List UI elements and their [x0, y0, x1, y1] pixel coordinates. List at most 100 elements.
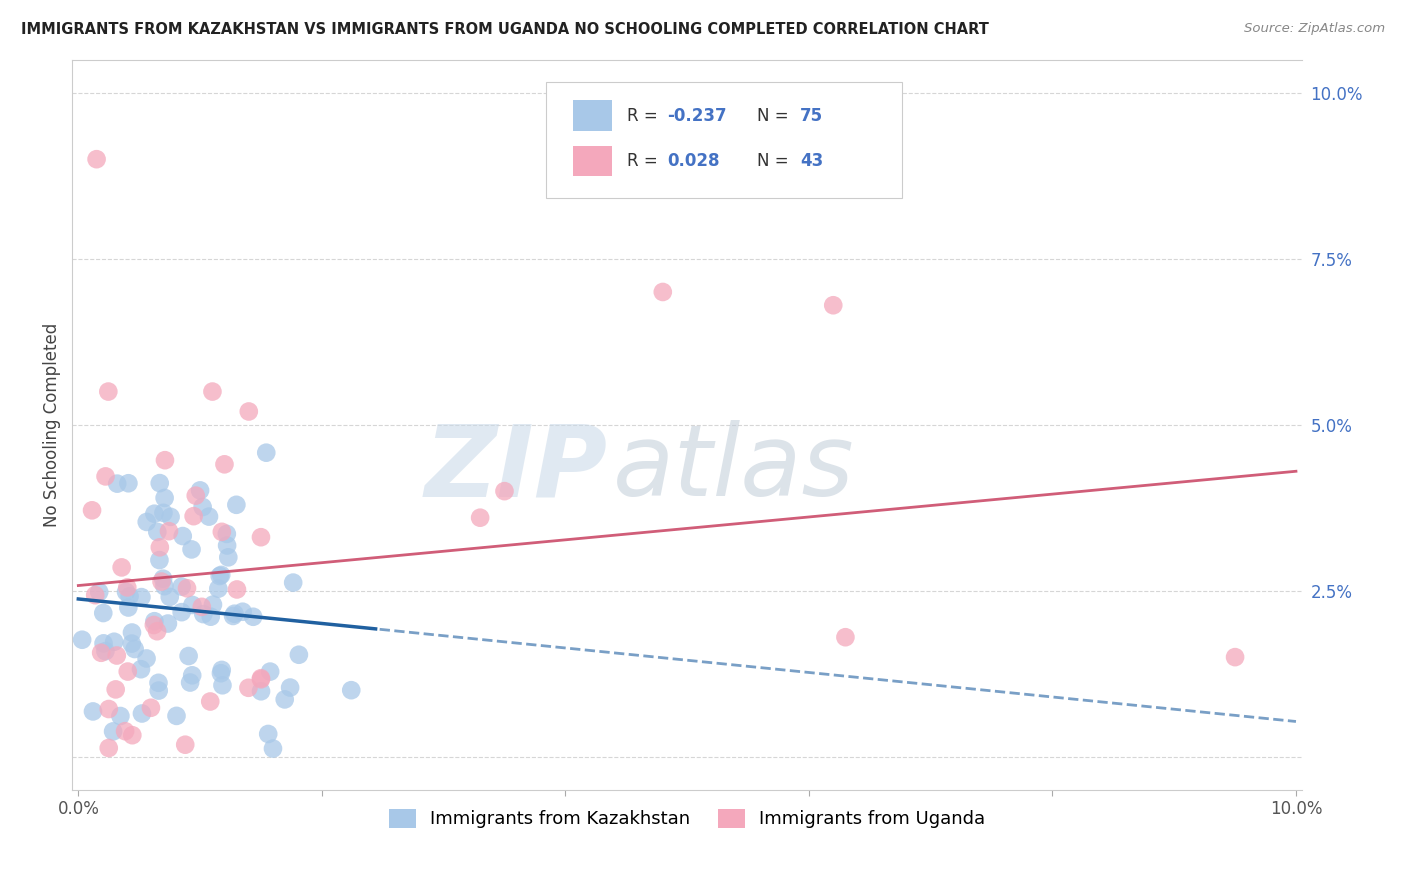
Point	[159, 509, 181, 524]
Point	[105, 648, 128, 663]
Point	[340, 683, 363, 698]
Point	[143, 614, 166, 628]
Point	[105, 476, 128, 491]
Point	[89, 585, 111, 599]
Point	[90, 646, 112, 660]
Point	[146, 624, 169, 639]
Point	[146, 524, 169, 539]
Point	[209, 666, 232, 681]
Point	[242, 609, 264, 624]
Point	[183, 509, 205, 524]
Point	[70, 632, 93, 647]
Y-axis label: No Schooling Completed: No Schooling Completed	[44, 323, 60, 527]
Point	[166, 709, 188, 723]
Point	[177, 648, 200, 663]
Point	[834, 630, 856, 644]
Point	[82, 705, 104, 719]
Point	[468, 510, 491, 524]
Point	[135, 515, 157, 529]
Point	[94, 469, 117, 483]
Point	[117, 600, 139, 615]
Point	[124, 642, 146, 657]
Point	[198, 509, 221, 524]
Point	[103, 634, 125, 648]
Point	[262, 741, 284, 756]
FancyBboxPatch shape	[572, 101, 612, 131]
Point	[131, 706, 153, 721]
Point	[114, 724, 136, 739]
Point	[211, 678, 233, 692]
Point	[211, 663, 233, 677]
Point	[209, 568, 232, 582]
Point	[149, 541, 172, 555]
Point	[97, 384, 120, 399]
Text: 43: 43	[800, 153, 824, 170]
Point	[149, 476, 172, 491]
Point	[200, 694, 222, 708]
Text: 0.028: 0.028	[668, 153, 720, 170]
Point	[181, 668, 204, 682]
Point	[97, 702, 120, 716]
Point	[156, 616, 179, 631]
Text: N =: N =	[758, 153, 794, 170]
Point	[94, 644, 117, 658]
Point	[288, 648, 311, 662]
Text: -0.237: -0.237	[668, 107, 727, 125]
Point	[214, 458, 236, 472]
Point	[283, 575, 305, 590]
Point	[117, 476, 139, 491]
Point	[153, 453, 176, 467]
Point	[172, 529, 194, 543]
Point	[97, 741, 120, 756]
Text: ZIP: ZIP	[425, 420, 607, 517]
Point	[84, 588, 107, 602]
FancyBboxPatch shape	[546, 81, 903, 198]
Point	[211, 524, 233, 539]
Point	[215, 527, 238, 541]
Point	[278, 681, 301, 695]
Point	[153, 491, 176, 505]
Point	[131, 590, 153, 604]
Point	[143, 507, 166, 521]
Point	[135, 651, 157, 665]
Point	[191, 500, 214, 514]
Text: atlas: atlas	[613, 420, 855, 517]
Point	[142, 618, 165, 632]
Point	[224, 607, 246, 621]
Text: IMMIGRANTS FROM KAZAKHSTAN VS IMMIGRANTS FROM UGANDA NO SCHOOLING COMPLETED CORR: IMMIGRANTS FROM KAZAKHSTAN VS IMMIGRANTS…	[21, 22, 988, 37]
Text: R =: R =	[627, 153, 662, 170]
Point	[80, 503, 103, 517]
Point	[217, 539, 239, 553]
Point	[111, 560, 134, 574]
Point	[148, 683, 170, 698]
Point	[184, 489, 207, 503]
Point	[254, 446, 277, 460]
Point	[222, 609, 245, 624]
Point	[823, 298, 845, 312]
Point	[110, 709, 132, 723]
Point	[139, 700, 162, 714]
Point	[176, 581, 198, 595]
Point	[104, 682, 127, 697]
Point	[217, 550, 239, 565]
Point	[250, 671, 273, 685]
Point	[259, 665, 281, 679]
Point	[225, 498, 247, 512]
Point	[494, 484, 516, 499]
Point	[148, 553, 170, 567]
Text: N =: N =	[758, 107, 794, 125]
Point	[91, 606, 114, 620]
Point	[191, 599, 214, 614]
Point	[238, 681, 260, 695]
Point	[115, 585, 138, 599]
Point	[181, 598, 204, 612]
Point	[121, 625, 143, 640]
Point	[201, 384, 224, 399]
Point	[257, 727, 280, 741]
Point	[170, 580, 193, 594]
Point	[150, 574, 173, 589]
Point	[159, 590, 181, 604]
Point	[273, 692, 295, 706]
Point	[200, 609, 222, 624]
Point	[101, 724, 124, 739]
